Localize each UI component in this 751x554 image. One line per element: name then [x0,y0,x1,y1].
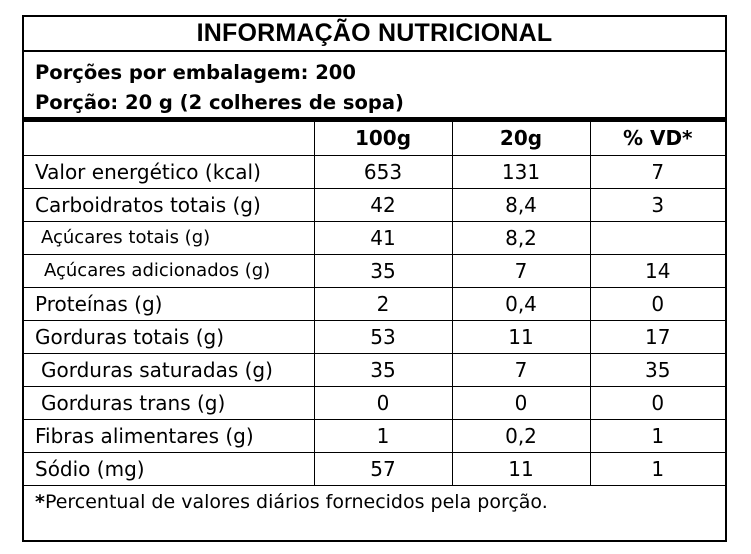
value-vd: 17 [590,320,725,354]
table-header-row: 100g 20g % VD* [24,122,725,156]
value-100g: 42 [314,188,453,222]
table-row: Proteínas (g) 2 0,4 0 [24,287,725,321]
nutrient-label: Gorduras saturadas (g) [24,353,315,387]
value-20g: 7 [452,353,591,387]
header-vd: % VD* [590,122,725,156]
nutrition-facts-panel: INFORMAÇÃO NUTRICIONAL Porções por embal… [22,15,727,542]
table-row: Açúcares adicionados (g) 35 7 14 [24,254,725,288]
serving-info: Porções por embalagem: 200 Porção: 20 g … [24,52,725,122]
value-20g: 0 [452,386,591,420]
portion-size: Porção: 20 g (2 colheres de sopa) [35,91,404,114]
table-row: Gorduras saturadas (g) 35 7 35 [24,353,725,387]
value-20g: 11 [452,320,591,354]
nutrient-label: Açúcares adicionados (g) [24,254,315,288]
nutrient-label: Carboidratos totais (g) [24,188,315,222]
value-100g: 41 [314,221,453,255]
value-vd: 35 [590,353,725,387]
nutrient-label: Gorduras totais (g) [24,320,315,354]
table-row: Sódio (mg) 57 11 1 [24,452,725,486]
table-row: Gorduras totais (g) 53 11 17 [24,320,725,354]
value-vd: 3 [590,188,725,222]
header-100g: 100g [314,122,453,156]
value-20g: 0,2 [452,419,591,453]
table-row: Valor energético (kcal) 653 131 7 [24,155,725,189]
nutrient-label: Fibras alimentares (g) [24,419,315,453]
value-vd: 14 [590,254,725,288]
value-vd: 1 [590,419,725,453]
value-100g: 0 [314,386,453,420]
header-blank [24,122,315,156]
table-row: Açúcares totais (g) 41 8,2 [24,221,725,255]
table-row: Carboidratos totais (g) 42 8,4 3 [24,188,725,222]
footnote: *Percentual de valores diários fornecido… [24,486,725,513]
value-100g: 653 [314,155,453,189]
table-row: Gorduras trans (g) 0 0 0 [24,386,725,420]
value-20g: 131 [452,155,591,189]
footnote-text: Percentual de valores diários fornecidos… [44,490,548,513]
nutrition-table: 100g 20g % VD* Valor energético (kcal) 65… [24,122,725,486]
value-20g: 0,4 [452,287,591,321]
value-vd: 0 [590,287,725,321]
header-20g: 20g [452,122,591,156]
value-vd: 7 [590,155,725,189]
nutrient-label: Valor energético (kcal) [24,155,315,189]
value-100g: 57 [314,452,453,486]
nutrient-label: Proteínas (g) [24,287,315,321]
value-100g: 53 [314,320,453,354]
value-100g: 35 [314,254,453,288]
table-row: Fibras alimentares (g) 1 0,2 1 [24,419,725,453]
value-100g: 1 [314,419,453,453]
nutrient-label: Açúcares totais (g) [24,221,315,255]
nutrient-label: Sódio (mg) [24,452,315,486]
value-20g: 8,4 [452,188,591,222]
value-20g: 7 [452,254,591,288]
value-20g: 8,2 [452,221,591,255]
nutrient-label: Gorduras trans (g) [24,386,315,420]
value-vd: 1 [590,452,725,486]
value-100g: 35 [314,353,453,387]
value-20g: 11 [452,452,591,486]
value-vd: 0 [590,386,725,420]
servings-per-package: Porções por embalagem: 200 [35,61,356,84]
value-100g: 2 [314,287,453,321]
panel-title: INFORMAÇÃO NUTRICIONAL [24,17,725,52]
footnote-marker: * [35,490,45,513]
value-vd [590,221,725,255]
